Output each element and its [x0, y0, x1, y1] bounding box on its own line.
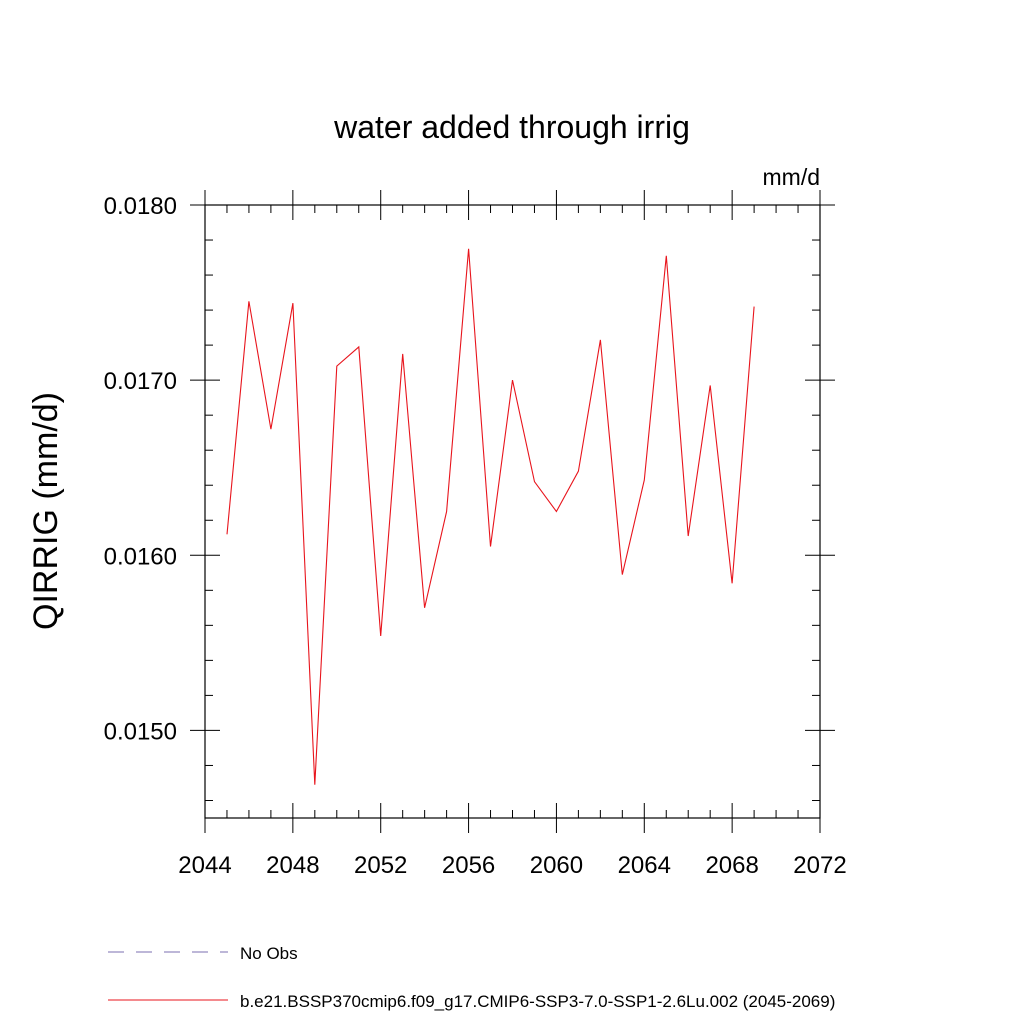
plot-frame [204, 204, 821, 819]
legend: No Obs b.e21.BSSP370cmip6.f09_g17.CMIP6-S… [108, 944, 835, 1011]
plot-border [204, 204, 821, 819]
y-tick-label: 0.0150 [104, 718, 177, 745]
series-layer [226, 248, 755, 785]
x-tick-label: 2052 [354, 852, 407, 879]
x-tick-label: 2056 [442, 852, 495, 879]
x-tick-label: 2044 [178, 852, 231, 879]
chart-title: water added through irrig [333, 109, 690, 145]
y-tick-label: 0.0170 [104, 368, 177, 395]
x-tick-label: 2064 [618, 852, 671, 879]
x-tick-label: 2060 [530, 852, 583, 879]
x-tick-label: 2072 [793, 852, 846, 879]
y-tick-label: 0.0160 [104, 543, 177, 570]
x-axis: 2044 2048 2052 2056 2060 2064 2068 2072 [178, 190, 847, 879]
units-label: mm/d [763, 164, 821, 190]
series-line [226, 248, 755, 785]
y-axis: 0.0150 0.0160 0.0170 0.0180 [104, 193, 835, 801]
y-tick-label: 0.0180 [104, 193, 177, 220]
legend-label: No Obs [240, 944, 298, 963]
x-tick-label: 2048 [266, 852, 319, 879]
y-axis-label: QIRRIG (mm/d) [27, 392, 65, 630]
x-tick-label: 2068 [705, 852, 758, 879]
legend-label: b.e21.BSSP370cmip6.f09_g17.CMIP6-SSP3-7.… [240, 992, 835, 1011]
